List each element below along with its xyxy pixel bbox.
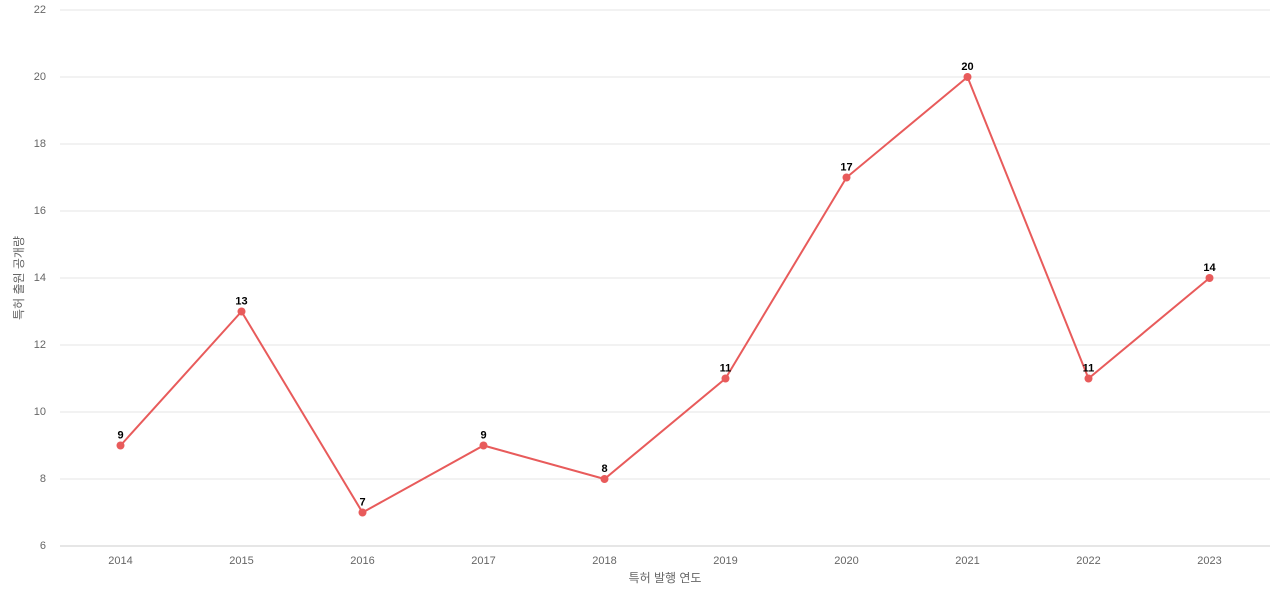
y-tick-label: 12	[34, 339, 46, 351]
x-tick-label: 2020	[834, 555, 858, 567]
point	[600, 475, 609, 483]
point	[963, 73, 972, 81]
y-tick-label: 8	[40, 473, 46, 485]
y-tick-label: 18	[34, 138, 46, 150]
x-tick-label: 2022	[1076, 555, 1100, 567]
x-tick-label: 2021	[955, 555, 979, 567]
point	[1084, 374, 1093, 383]
x-tick-label: 2014	[108, 555, 132, 567]
data-label: 17	[840, 161, 852, 173]
data-label: 13	[235, 295, 247, 307]
x-tick-label: 2019	[713, 555, 737, 567]
point	[479, 441, 488, 450]
data-label: 9	[117, 429, 123, 441]
point	[116, 441, 125, 450]
data-label: 8	[601, 463, 607, 475]
x-tick-label: 2023	[1197, 555, 1221, 567]
x-tick-label: 2017	[471, 555, 495, 567]
line	[119, 75, 1211, 514]
data-label: 9	[480, 429, 486, 441]
y-tick-label: 22	[34, 4, 46, 16]
point	[358, 508, 367, 517]
x-tick-label: 2015	[229, 555, 253, 567]
data-label: 14	[1203, 262, 1216, 274]
y-tick-label: 16	[34, 205, 46, 217]
x-tick-label: 2018	[592, 555, 616, 567]
y-tick-label: 14	[34, 272, 46, 284]
data-label: 11	[1083, 362, 1095, 374]
point	[842, 173, 851, 182]
y-tick-label: 10	[34, 406, 46, 418]
data-label: 20	[961, 61, 973, 73]
data-label: 11	[720, 362, 732, 374]
point	[1205, 274, 1214, 282]
y-tick-label: 6	[40, 540, 46, 552]
point	[237, 307, 246, 316]
point	[721, 374, 730, 383]
x-axis-label: 특허 발행 연도	[629, 570, 702, 585]
y-tick-label: 20	[34, 71, 46, 83]
x-tick-label: 2016	[350, 555, 374, 567]
y-axis-label: 특허 출원 공개량	[12, 236, 26, 320]
data-label: 7	[359, 496, 365, 508]
